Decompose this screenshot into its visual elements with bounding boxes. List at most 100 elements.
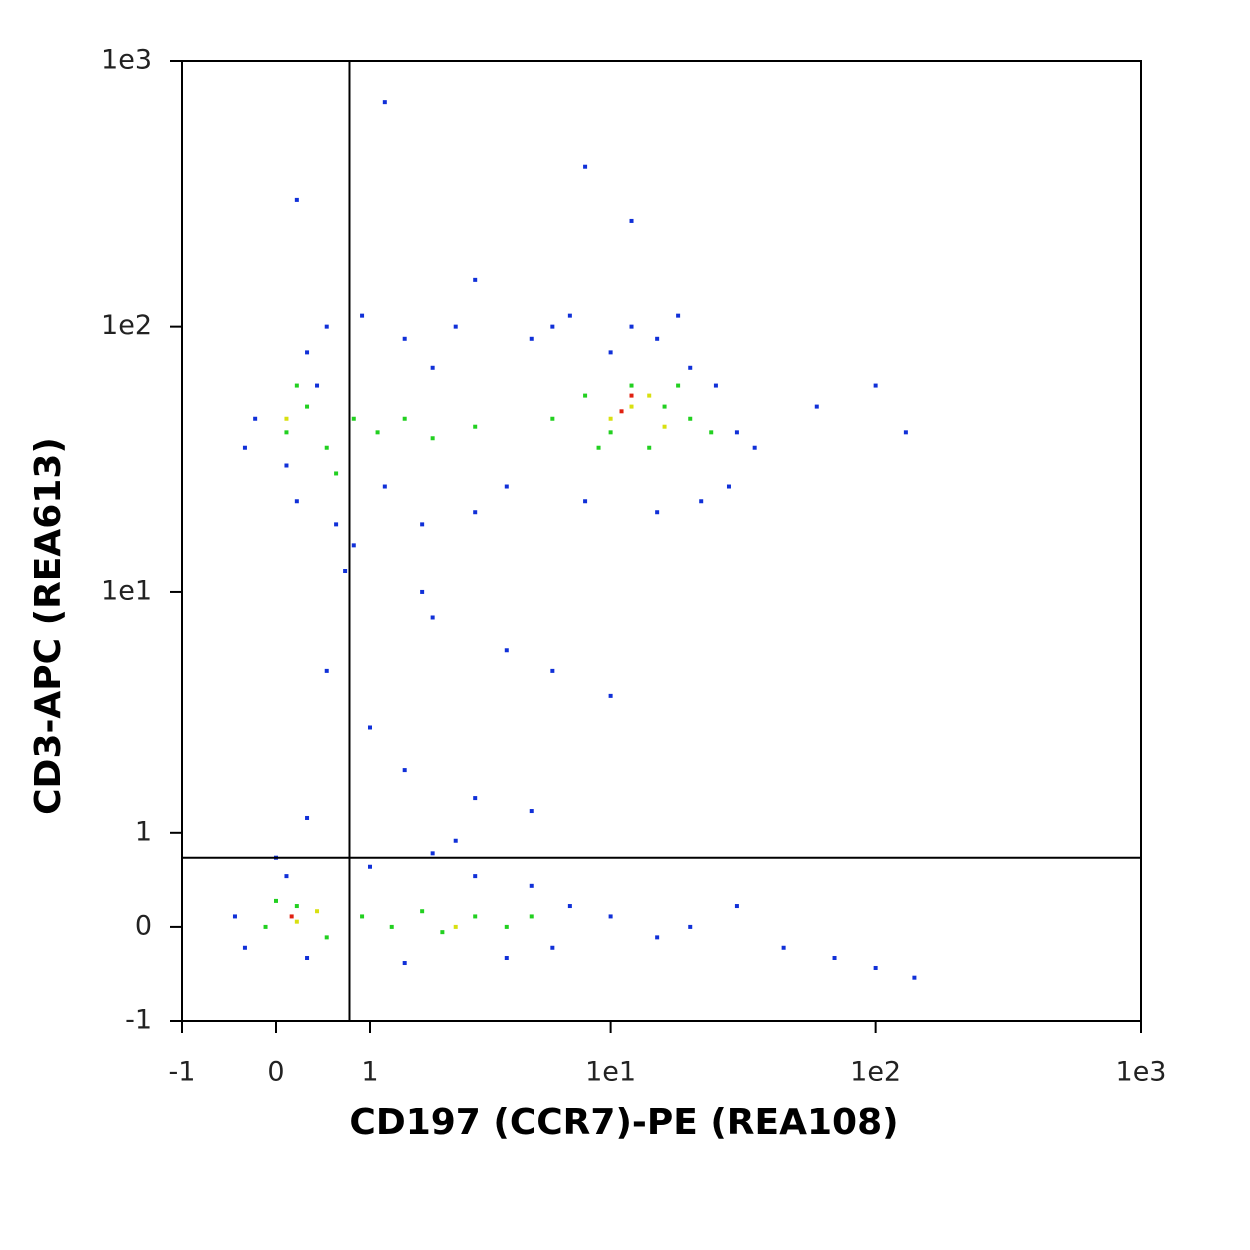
event-dot xyxy=(305,955,310,960)
x-tick-label: 1 xyxy=(361,1057,378,1088)
event-dot xyxy=(655,336,660,341)
event-dot xyxy=(294,197,299,202)
x-tick-label: 1e2 xyxy=(850,1057,901,1088)
event-dot xyxy=(629,404,634,409)
event-dot xyxy=(242,445,247,450)
event-dot xyxy=(324,324,329,329)
event-dot xyxy=(676,383,681,388)
event-dot xyxy=(232,914,237,919)
event-dot xyxy=(305,815,310,820)
event-dot xyxy=(473,874,478,879)
x-axis-title: CD197 (CCR7)-PE (REA108) xyxy=(349,1102,898,1143)
event-dot xyxy=(583,164,588,169)
event-dot xyxy=(676,313,681,318)
event-dot xyxy=(402,961,407,966)
event-dot xyxy=(647,445,652,450)
event-dot xyxy=(781,945,786,950)
event-dot xyxy=(608,914,613,919)
y-tick-label: 1e2 xyxy=(101,310,152,341)
event-dot xyxy=(402,416,407,421)
y-tick-label: 1e3 xyxy=(101,45,152,76)
event-dot xyxy=(629,393,634,398)
event-dot xyxy=(389,924,394,929)
event-dot xyxy=(912,975,917,980)
y-axis-title: CD3-APC (REA613) xyxy=(28,437,69,815)
event-dot xyxy=(550,668,555,673)
event-dot xyxy=(263,924,268,929)
event-dot xyxy=(629,383,634,388)
event-dot xyxy=(360,313,365,318)
event-dot xyxy=(583,499,588,504)
event-dot xyxy=(504,648,509,653)
event-dot xyxy=(473,914,478,919)
event-dot xyxy=(334,471,339,476)
event-dot xyxy=(382,484,387,489)
event-dot xyxy=(688,924,693,929)
event-dot xyxy=(382,100,387,105)
event-dot xyxy=(647,393,652,398)
event-dot xyxy=(608,416,613,421)
event-dot xyxy=(315,909,320,914)
x-tick-label: 0 xyxy=(267,1057,284,1088)
event-dot xyxy=(473,277,478,282)
event-dot xyxy=(713,383,718,388)
event-dot xyxy=(284,463,289,468)
event-dot xyxy=(367,864,372,869)
event-dot xyxy=(324,935,329,940)
event-dot xyxy=(324,668,329,673)
event-dot xyxy=(726,484,731,489)
event-dot xyxy=(253,416,258,421)
event-dot xyxy=(430,851,435,856)
event-dot xyxy=(903,430,908,435)
event-dot xyxy=(343,569,348,574)
event-dot xyxy=(420,522,425,527)
event-dot xyxy=(453,924,458,929)
event-dot xyxy=(294,383,299,388)
event-dot xyxy=(734,904,739,909)
event-dot xyxy=(420,909,425,914)
event-dot xyxy=(430,365,435,370)
event-dot xyxy=(504,955,509,960)
event-dot xyxy=(608,693,613,698)
event-dot xyxy=(402,768,407,773)
event-dot xyxy=(608,430,613,435)
event-dot xyxy=(629,324,634,329)
event-dot xyxy=(550,945,555,950)
event-dot xyxy=(655,935,660,940)
event-dot xyxy=(367,725,372,730)
event-dot xyxy=(305,350,310,355)
event-dot xyxy=(504,484,509,489)
event-dot xyxy=(351,543,356,548)
event-dot xyxy=(688,416,693,421)
event-dot xyxy=(305,404,310,409)
plot-frame xyxy=(181,60,1142,1022)
event-dot xyxy=(242,945,247,950)
event-dot xyxy=(529,336,534,341)
event-dot xyxy=(567,313,572,318)
event-dot xyxy=(473,424,478,429)
event-dot xyxy=(375,430,380,435)
event-dot xyxy=(294,919,299,924)
event-dot xyxy=(473,510,478,515)
event-dot xyxy=(529,914,534,919)
event-dot xyxy=(709,430,714,435)
y-tick-label: -1 xyxy=(125,1005,152,1036)
event-dot xyxy=(619,409,624,414)
event-dot xyxy=(608,350,613,355)
event-dot xyxy=(284,430,289,435)
event-dot xyxy=(430,436,435,441)
event-dot xyxy=(430,615,435,620)
event-dot xyxy=(284,874,289,879)
event-dot xyxy=(814,404,819,409)
event-dot xyxy=(752,445,757,450)
event-dot xyxy=(662,424,667,429)
event-dot xyxy=(662,404,667,409)
y-tick-label: 1 xyxy=(135,816,152,847)
event-dot xyxy=(334,522,339,527)
event-dot xyxy=(550,416,555,421)
x-tick-label: -1 xyxy=(169,1057,196,1088)
event-dot xyxy=(629,218,634,223)
